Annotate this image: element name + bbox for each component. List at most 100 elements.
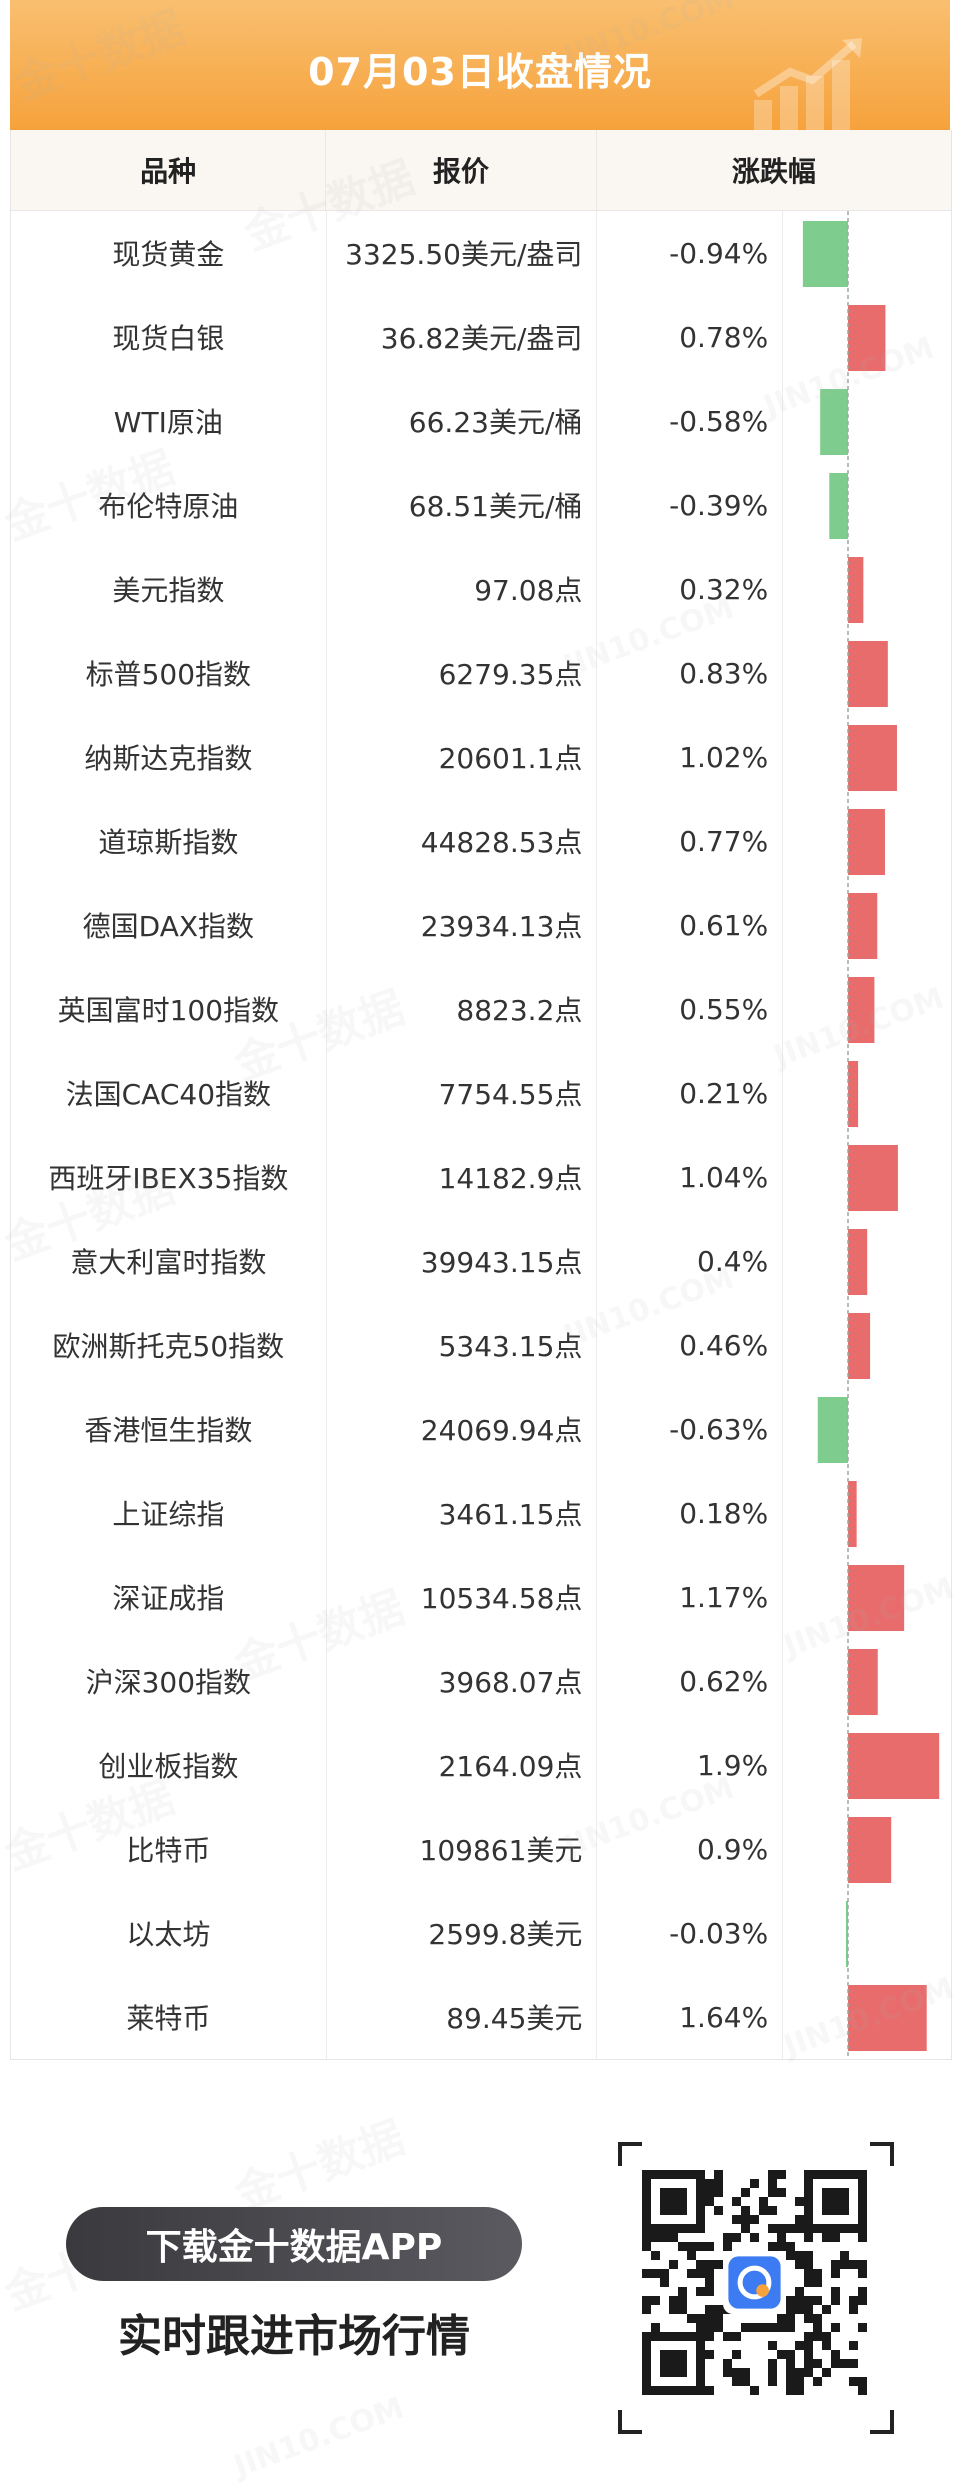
change-bar <box>848 641 889 707</box>
row-price: 3968.07点 <box>438 1666 583 1699</box>
row-price: 2599.8美元 <box>428 1918 583 1951</box>
row-name: 法国CAC40指数 <box>65 1078 272 1111</box>
header-price: 报价 <box>326 130 597 210</box>
change-bar <box>848 1145 899 1211</box>
row-name: 美元指数 <box>112 574 225 607</box>
row-price: 44828.53点 <box>420 826 583 859</box>
change-bar-column <box>783 211 951 2059</box>
change-bar <box>848 1481 857 1547</box>
footer-tagline: 实时跟进市场行情 <box>118 2311 470 2362</box>
row-change: 1.64% <box>679 2000 769 2034</box>
row-price: 6279.35点 <box>438 658 583 691</box>
table-header: 品种 报价 涨跌幅 <box>11 130 951 211</box>
row-change: -0.63% <box>669 1412 769 1446</box>
row-change: 0.18% <box>679 1496 769 1530</box>
row-change: 0.32% <box>679 572 769 606</box>
row-name: 欧洲斯托克50指数 <box>52 1330 285 1363</box>
row-change: 1.17% <box>679 1580 769 1614</box>
change-column: -0.94% 0.78% -0.58% -0.39% 0.32% 0.83% 1.02% 0.… <box>597 211 784 2059</box>
row-change: -0.94% <box>669 236 769 270</box>
row-price: 97.08点 <box>474 574 583 607</box>
change-bar <box>848 725 898 791</box>
change-bar <box>803 221 849 287</box>
row-price: 20601.1点 <box>438 742 583 775</box>
change-bar <box>848 1229 868 1295</box>
change-bar <box>848 977 875 1043</box>
header-change: 涨跌幅 <box>731 155 816 188</box>
row-change: 0.61% <box>679 908 769 942</box>
header-banner: 07月03日收盘情况 <box>10 0 950 130</box>
watermark-text: JIN10.COM <box>229 2390 409 2484</box>
row-change: 0.78% <box>679 320 769 354</box>
change-bar <box>848 305 886 371</box>
change-bar <box>848 1565 905 1631</box>
row-price: 7754.55点 <box>438 1078 583 1111</box>
row-price: 109861美元 <box>419 1834 583 1867</box>
change-bar <box>848 1649 878 1715</box>
row-change: 0.55% <box>679 992 769 1026</box>
row-price: 66.23美元/桶 <box>408 406 583 439</box>
row-change: 0.9% <box>697 1832 769 1866</box>
change-bar <box>848 1061 859 1127</box>
row-change: -0.58% <box>669 404 769 438</box>
change-bar <box>817 1397 849 1463</box>
row-price: 3325.50美元/盎司 <box>345 238 583 271</box>
row-name: 道琼斯指数 <box>98 826 239 859</box>
row-change: 1.04% <box>679 1160 769 1194</box>
row-name: 纳斯达克指数 <box>84 742 253 775</box>
change-bar-chart <box>803 211 940 2059</box>
row-name: 意大利富时指数 <box>70 1246 267 1279</box>
qr-code-icon[interactable] <box>618 2142 894 2434</box>
row-name: 英国富时100指数 <box>57 994 280 1027</box>
change-bar <box>848 1733 940 1799</box>
growth-chart-icon <box>753 38 862 130</box>
row-name: 香港恒生指数 <box>84 1414 253 1447</box>
page-title: 07月03日收盘情况 <box>308 49 652 94</box>
row-price: 2164.09点 <box>438 1750 583 1783</box>
change-bar <box>848 557 864 623</box>
row-price: 39943.15点 <box>420 1246 583 1279</box>
row-name: 深证成指 <box>112 1582 225 1615</box>
change-bar <box>848 809 886 875</box>
row-name: 创业板指数 <box>98 1750 239 1783</box>
row-change: 0.21% <box>679 1076 769 1110</box>
row-name: 以太坊 <box>126 1918 211 1951</box>
row-name: 布伦特原油 <box>98 490 239 523</box>
row-name: 上证综指 <box>112 1498 225 1531</box>
change-bar <box>848 1313 871 1379</box>
row-name: 沪深300指数 <box>85 1666 252 1699</box>
row-change: 0.83% <box>679 656 769 690</box>
change-bar <box>848 1985 927 2051</box>
change-bar <box>829 473 849 539</box>
row-change: 0.4% <box>697 1244 769 1278</box>
download-app-button[interactable]: 下载金十数据APP <box>66 2207 522 2281</box>
row-price: 14182.9点 <box>438 1162 583 1195</box>
row-name: 莱特币 <box>126 2002 211 2035</box>
row-change: 1.02% <box>679 740 769 774</box>
row-change: 0.46% <box>679 1328 769 1362</box>
row-price: 8823.2点 <box>456 994 583 1027</box>
row-change: 0.77% <box>679 824 769 858</box>
row-price: 36.82美元/盎司 <box>380 322 583 355</box>
name-column: 现货黄金 现货白银 WTI原油 布伦特原油 美元指数 标普500指数 纳斯达克指数 道琼斯指数… <box>11 211 327 2059</box>
row-price: 24069.94点 <box>420 1414 583 1447</box>
market-table: 品种 报价 涨跌幅 现货黄金 现货白银 WTI原油 布伦特原油 美元指数 标普500指数纳… <box>10 130 952 2060</box>
header-name: 品种 <box>11 130 327 210</box>
price-column: 3325.50美元/盎司 36.82美元/盎司 66.23美元/桶 68.51美元/桶… <box>327 211 598 2059</box>
row-name: 标普500指数 <box>85 658 252 691</box>
row-name: 西班牙IBEX35指数 <box>48 1162 289 1195</box>
row-name: 德国DAX指数 <box>82 910 255 943</box>
table-body: 现货黄金 现货白银 WTI原油 布伦特原油 美元指数 标普500指数 纳斯达克指数 道琼斯指数… <box>11 211 951 2059</box>
row-price: 3461.15点 <box>438 1498 583 1531</box>
change-bar <box>848 1817 892 1883</box>
row-price: 5343.15点 <box>438 1330 583 1363</box>
change-bar <box>848 893 878 959</box>
row-change: 1.9% <box>697 1748 769 1782</box>
row-price: 23934.13点 <box>420 910 583 943</box>
row-name: 现货黄金 <box>112 238 225 271</box>
row-price: 89.45美元 <box>446 2002 583 2035</box>
row-change: -0.39% <box>669 488 769 522</box>
row-price: 68.51美元/桶 <box>408 490 583 523</box>
row-name: 比特币 <box>126 1834 211 1867</box>
row-price: 10534.58点 <box>420 1582 583 1615</box>
